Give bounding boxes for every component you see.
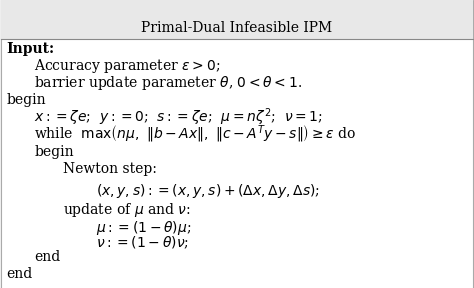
Text: update of $\mu$ and $\nu$:: update of $\mu$ and $\nu$:: [63, 202, 191, 219]
Text: $\nu := (1 - \theta)\nu$;: $\nu := (1 - \theta)\nu$;: [96, 234, 189, 251]
FancyBboxPatch shape: [1, 0, 473, 39]
Text: end: end: [35, 250, 61, 264]
Text: begin: begin: [35, 145, 74, 159]
Text: Input:: Input:: [6, 41, 54, 56]
Text: $\mu := (1 - \theta)\mu$;: $\mu := (1 - \theta)\mu$;: [96, 219, 191, 237]
Text: begin: begin: [6, 93, 46, 107]
Text: $(x, y, s) := (x, y, s) + (\Delta x, \Delta y, \Delta s)$;: $(x, y, s) := (x, y, s) + (\Delta x, \De…: [96, 182, 319, 200]
Text: barrier update parameter $\theta$, $0 < \theta < 1$.: barrier update parameter $\theta$, $0 < …: [35, 74, 302, 92]
Text: while  $\max\left(n\mu,\ \|b - Ax\|,\ \|c - A^T y - s\|\right) \geq \varepsilon$: while $\max\left(n\mu,\ \|b - Ax\|,\ \|c…: [35, 124, 357, 145]
Text: Primal-Dual Infeasible IPM: Primal-Dual Infeasible IPM: [141, 21, 333, 35]
Text: Accuracy parameter $\varepsilon > 0$;: Accuracy parameter $\varepsilon > 0$;: [35, 57, 221, 75]
Text: $x := \zeta e$;  $y := 0$;  $s := \zeta e$;  $\mu = n\zeta^2$;  $\nu = 1$;: $x := \zeta e$; $y := 0$; $s := \zeta e$…: [35, 107, 323, 128]
Text: end: end: [6, 267, 32, 281]
Text: Newton step:: Newton step:: [63, 162, 156, 176]
